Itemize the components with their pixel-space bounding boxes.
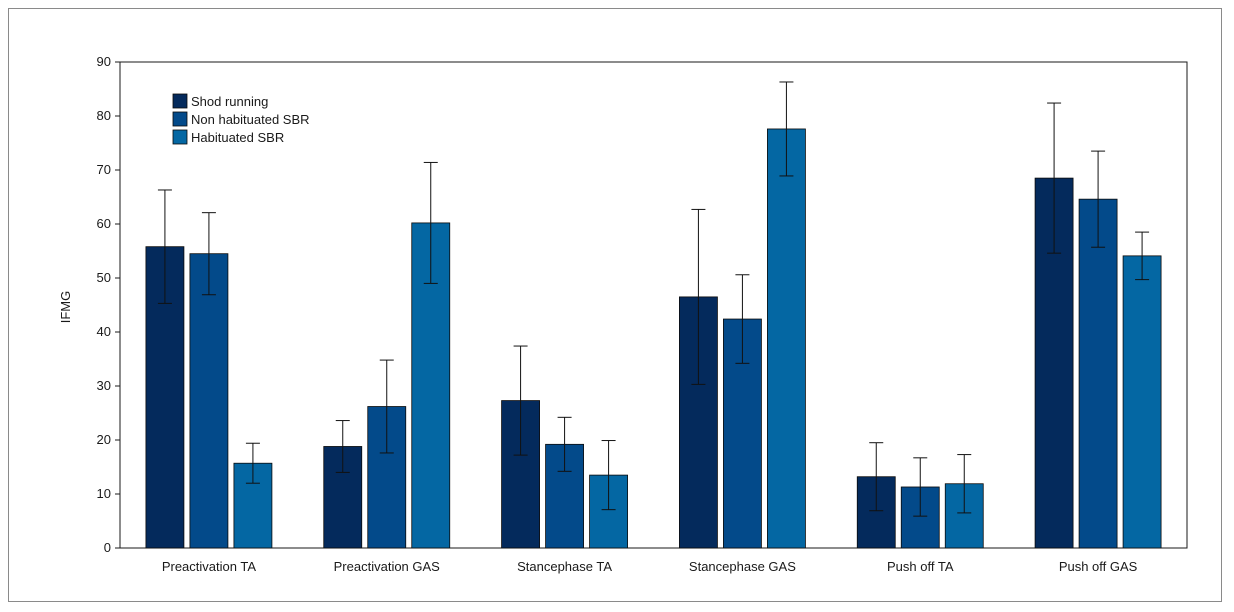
y-tick-label: 0: [104, 540, 111, 555]
bar: [189, 253, 229, 549]
y-tick-label: 10: [97, 486, 111, 501]
legend-swatch: [172, 129, 188, 145]
bar: [944, 483, 984, 549]
y-tick-label: 50: [97, 270, 111, 285]
bar: [1122, 255, 1162, 549]
y-tick-label: 40: [97, 324, 111, 339]
x-tick-label: Push off TA: [887, 559, 954, 574]
bar: [1078, 198, 1118, 549]
legend-label: Shod running: [191, 94, 268, 109]
plot-area-frame: [119, 61, 1188, 549]
x-tick-label: Preactivation GAS: [334, 559, 441, 574]
y-tick-label: 70: [97, 162, 111, 177]
y-tick-label: 60: [97, 216, 111, 231]
figure-frame: [8, 8, 1222, 602]
y-axis-label: IFMG: [58, 291, 73, 324]
legend-label: Non habituated SBR: [191, 112, 310, 127]
y-tick-label: 90: [97, 54, 111, 69]
x-tick-label: Stancephase TA: [517, 559, 612, 574]
legend-label: Habituated SBR: [191, 130, 284, 145]
x-tick-label: Stancephase GAS: [689, 559, 796, 574]
y-tick-label: 20: [97, 432, 111, 447]
bar: [767, 128, 806, 549]
legend-swatch: [172, 93, 188, 109]
y-tick-label: 80: [97, 108, 111, 123]
legend: Shod running Non habituated SBR Habituated…: [172, 93, 310, 145]
legend-swatch: [172, 111, 188, 127]
y-tick-label: 30: [97, 378, 111, 393]
x-tick-label: Push off GAS: [1059, 559, 1138, 574]
x-tick-label: Preactivation TA: [162, 559, 257, 574]
